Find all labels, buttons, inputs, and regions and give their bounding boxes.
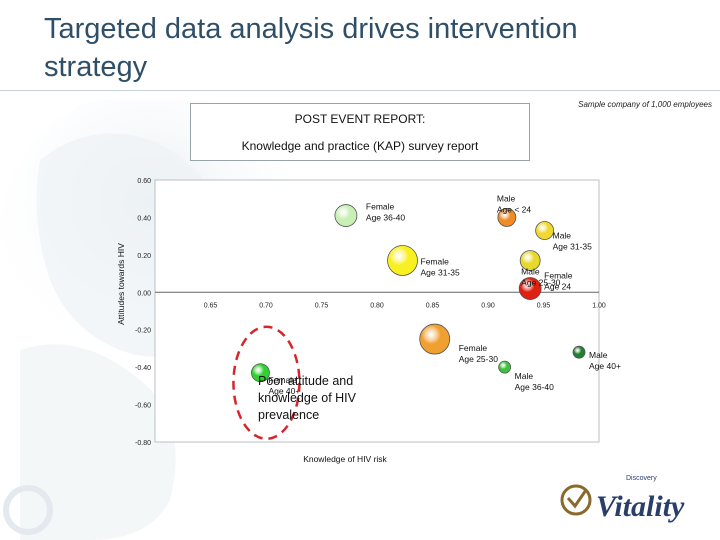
- point-label: Age 31-35: [553, 242, 592, 252]
- y-axis-label: Attitudes towards HIV: [116, 243, 126, 325]
- x-tick-label: 0.75: [315, 302, 329, 309]
- page-title: Targeted data analysis drives interventi…: [44, 13, 578, 83]
- y-tick-label: 0.00: [137, 290, 151, 297]
- point-label: Age 25-30: [521, 277, 560, 287]
- data-point: [334, 204, 358, 227]
- data-point: [518, 277, 542, 300]
- discovery-vitality-logo: Discovery Vitality: [560, 475, 685, 523]
- point-label: Female: [421, 256, 450, 266]
- point-label: Female: [459, 343, 488, 353]
- annotation-line-2: knowledge of HIV: [258, 391, 357, 405]
- annotation-line-1: Poor attitude and: [258, 374, 353, 388]
- data-point: [535, 221, 555, 240]
- point-label: Female: [366, 202, 395, 212]
- logo-large-text: Vitality: [596, 490, 685, 523]
- x-tick-label: 0.70: [259, 302, 273, 309]
- report-subtitle: Knowledge and practice (KAP) survey repo…: [241, 139, 479, 153]
- y-tick-label: 0.20: [137, 253, 151, 260]
- logo-small-text: Discovery: [626, 475, 657, 482]
- point-label: Age 36-40: [515, 382, 554, 392]
- point-label: Male: [589, 350, 608, 360]
- point-label: Age 31-35: [421, 267, 460, 277]
- y-tick-label: -0.40: [135, 365, 151, 372]
- point-label: Female: [268, 375, 297, 385]
- plot-area: [154, 179, 600, 443]
- data-point: [519, 250, 541, 271]
- x-tick-label: 0.85: [426, 302, 440, 309]
- annotation-line-3: prevalence: [258, 408, 319, 422]
- highlight-ellipse: [232, 325, 301, 441]
- x-tick-label: 0.65: [204, 302, 218, 309]
- y-tick-label: 0.60: [137, 178, 151, 185]
- point-label: Male: [497, 193, 516, 203]
- data-point: [572, 345, 586, 359]
- data-point: [419, 323, 451, 355]
- point-label: Male: [553, 231, 572, 241]
- data-point: [498, 360, 512, 374]
- point-label: Age 40+: [268, 386, 300, 396]
- point-label: Age 25-30: [459, 354, 498, 364]
- y-tick-label: -0.80: [135, 440, 151, 447]
- x-tick-label: 1.00: [592, 302, 606, 309]
- y-tick-label: -0.20: [135, 328, 151, 335]
- point-label: Male: [521, 266, 540, 276]
- data-point: [251, 363, 270, 383]
- y-tick-label: 0.40: [137, 215, 151, 222]
- point-label: Male: [515, 371, 534, 381]
- x-tick-label: 0.80: [370, 302, 384, 309]
- point-label: Age < 24: [497, 204, 532, 214]
- report-header-box: POST EVENT REPORT: Knowledge and practic…: [190, 103, 530, 161]
- point-label: Age 36-40: [366, 213, 405, 223]
- title-divider: [0, 90, 720, 91]
- data-point: [387, 245, 418, 276]
- report-title: POST EVENT REPORT:: [294, 112, 426, 126]
- sample-note: Sample company of 1,000 employees: [578, 100, 712, 109]
- point-label: Female: [544, 271, 573, 281]
- vitality-swirl-icon: [560, 484, 592, 516]
- x-tick-label: 0.90: [481, 302, 495, 309]
- x-axis-label: Knowledge of HIV risk: [303, 454, 387, 464]
- point-label: Age 40+: [589, 361, 621, 371]
- data-point: [497, 208, 517, 227]
- point-label: Age 24: [544, 282, 571, 292]
- y-tick-label: -0.60: [135, 403, 151, 410]
- x-tick-label: 0.95: [537, 302, 551, 309]
